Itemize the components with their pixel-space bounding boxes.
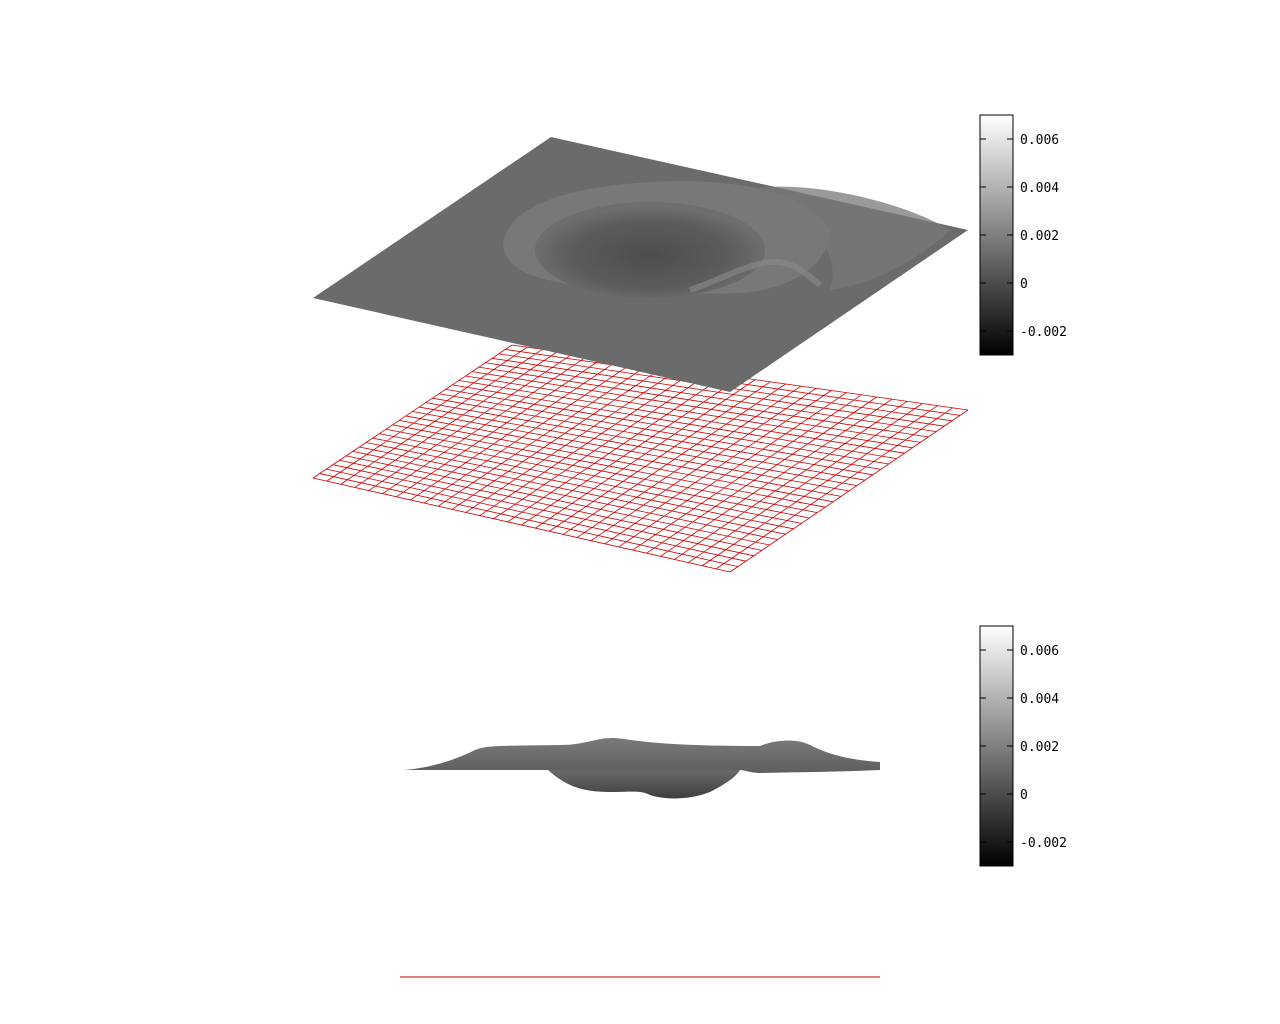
- grid-line: [319, 473, 739, 567]
- colorbar-2-tick-label: 0.006: [1020, 644, 1059, 659]
- colorbar-1-tick-label: -0.002: [1020, 325, 1067, 340]
- grid-line: [346, 455, 770, 546]
- colorbar-1-tick-label: 0: [1020, 277, 1028, 292]
- grid-line: [312, 477, 731, 573]
- grid-line: [392, 424, 826, 508]
- grid-line: [332, 464, 754, 557]
- colorbar-2-tick-label: 0: [1020, 788, 1028, 803]
- grid-line: [660, 398, 893, 557]
- surface-fold: [689, 258, 822, 293]
- grid-line: [715, 407, 954, 570]
- grid-line: [339, 459, 762, 551]
- grid-line: [701, 405, 938, 567]
- perspective-plot: 0.006 0.004 0.002 0 -0.002: [312, 114, 1067, 573]
- side-surface-lower: [548, 770, 740, 799]
- grid-line: [646, 396, 878, 554]
- grid-line: [399, 419, 834, 503]
- base-grid: [312, 344, 969, 573]
- grid-line: [688, 403, 923, 563]
- grid-line: [632, 394, 862, 551]
- colorbar-1-ticks: 0.006 0.004 0.002 0 -0.002: [980, 133, 1067, 340]
- grid-line: [674, 401, 908, 560]
- grid-line: [590, 388, 817, 541]
- side-surface-upper: [404, 738, 880, 773]
- side-surface: [404, 738, 880, 799]
- colorbar-2-tick-label: -0.002: [1020, 836, 1067, 851]
- surface-3d: [313, 137, 968, 392]
- colorbar-2-tick-label: 0.004: [1020, 692, 1059, 707]
- colorbar-2-ticks: 0.006 0.004 0.002 0 -0.002: [980, 644, 1067, 851]
- grid-line: [618, 392, 847, 548]
- colorbar-2-tick-label: 0.002: [1020, 740, 1059, 755]
- side-view-plot: 0.006 0.004 0.002 0 -0.002: [400, 625, 1067, 978]
- colorbar-1-tick-label: 0.004: [1020, 181, 1059, 196]
- surface-secondary-ridge: [745, 186, 950, 290]
- colorbar-1-tick-label: 0.006: [1020, 133, 1059, 148]
- grid-line: [604, 390, 832, 545]
- grid-line: [385, 428, 818, 513]
- grid-line: [326, 468, 746, 562]
- surface-depression: [535, 202, 765, 298]
- grid-line: [729, 409, 969, 573]
- colorbar-1-tick-label: 0.002: [1020, 229, 1059, 244]
- colorbar-2: 0.006 0.004 0.002 0 -0.002: [979, 625, 1067, 867]
- colorbar-1: 0.006 0.004 0.002 0 -0.002: [979, 114, 1067, 356]
